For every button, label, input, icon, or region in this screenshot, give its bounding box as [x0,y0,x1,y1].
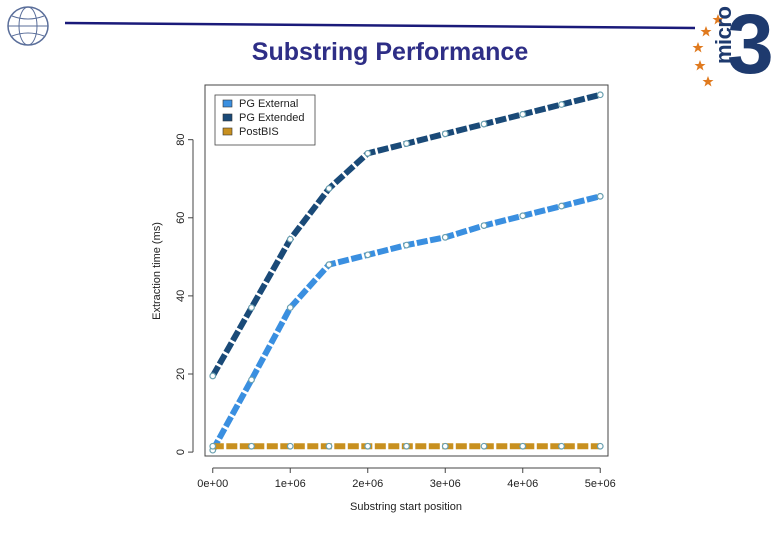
y-tick-label: 60 [175,212,187,224]
data-point-pg-extended [480,120,488,128]
data-point-postbis [364,442,372,450]
x-tick-label: 4e+06 [507,478,538,490]
y-axis-title: Extraction time (ms) [151,222,163,320]
data-point-pg-extended [558,101,565,108]
data-point-pg-external [596,192,604,200]
data-point-pg-external [558,202,565,210]
data-point-postbis [441,442,449,450]
data-point-pg-extended [596,91,604,99]
legend: PG External PG Extended PostBIS [214,94,316,146]
legend-label: PG Extended [239,112,304,124]
data-point-postbis [558,442,565,450]
data-point-pg-extended [441,130,449,138]
series-layer [209,91,604,454]
micro3-logo-icon [692,14,724,87]
y-tick-label: 20 [175,368,187,380]
y-tick-label: 40 [175,290,187,302]
data-point-postbis [519,442,527,450]
legend-swatch [222,127,233,136]
data-point-pg-extended [325,185,333,192]
data-point-pg-extended [209,372,217,380]
series-postbis [209,442,604,450]
legend-label: PostBIS [239,126,279,138]
x-tick-label: 1e+06 [275,478,306,490]
data-point-pg-extended [248,304,255,312]
series-pg-extended [209,91,604,380]
legend-swatch [222,113,233,122]
series-pg-external [209,192,604,454]
data-point-pg-external [441,233,449,241]
x-tick-label: 3e+06 [430,478,461,490]
y-tick-label: 0 [175,449,187,455]
legend-label: PG External [239,98,298,110]
data-point-pg-external [403,241,410,249]
data-point-pg-extended [519,110,527,118]
plot-frame [204,84,609,457]
x-tick-label: 2e+06 [352,478,383,490]
data-point-postbis [325,442,333,450]
data-point-pg-external [519,212,527,220]
data-point-postbis [403,442,410,450]
brand-digit: 3 [727,0,774,91]
extraction-time-chart: 0e+00 1e+06 2e+06 3e+06 4e+06 5e+06020406080 … [151,84,616,513]
data-point-postbis [209,442,217,450]
legend-swatch [222,99,233,108]
data-point-pg-external [480,222,488,229]
x-tick-label: 5e+06 [585,478,616,490]
data-point-pg-extended [364,149,372,157]
data-point-postbis [596,442,604,450]
y-tick-label: 80 [175,134,187,146]
data-point-pg-external [364,251,372,259]
x-axis-title: Substring start position [350,501,462,513]
globe-emblem-icon [7,6,49,46]
data-point-postbis [286,442,294,450]
data-point-pg-extended [286,235,294,243]
x-tick-label: 0e+00 [197,478,228,490]
data-point-pg-external [325,261,333,269]
data-point-pg-extended [403,140,410,147]
data-point-pg-external [286,304,294,312]
series-line-pg-external [210,193,602,452]
data-point-postbis [248,442,255,450]
data-point-postbis [480,442,488,450]
axis-layer: 0e+00 1e+06 2e+06 3e+06 4e+06 5e+06 0 20 40 60 80 [175,134,616,490]
slide-title: Substring Performance [251,38,529,66]
header-rule [65,21,695,30]
data-point-pg-external [248,376,255,384]
